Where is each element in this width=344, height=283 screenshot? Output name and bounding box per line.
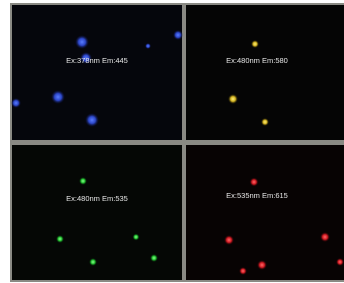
cell <box>150 254 158 262</box>
cell <box>251 40 259 48</box>
panel-yellow: Ex:480nm Em:580 <box>186 5 344 140</box>
cell <box>56 235 64 243</box>
cell <box>11 98 21 108</box>
cell <box>85 113 99 127</box>
panel-green: Ex:480nm Em:535 <box>12 145 182 280</box>
cell <box>228 94 238 104</box>
panel-label: Ex:378nm Em:445 <box>66 56 128 65</box>
panel-label: Ex:480nm Em:535 <box>66 194 128 203</box>
cell <box>257 260 267 270</box>
cell <box>261 118 269 126</box>
panel-blue: Ex:378nm Em:445 <box>11 5 183 140</box>
figure: Ex:378nm Em:445 Ex:480nm Em:580 Ex:480nm… <box>0 0 344 283</box>
cell <box>145 43 151 49</box>
panel-bg <box>186 145 344 280</box>
cell <box>133 234 140 241</box>
panel-label: Ex:535nm Em:615 <box>226 191 288 200</box>
panel-label: Ex:480nm Em:580 <box>226 56 288 65</box>
cell <box>75 35 89 49</box>
cell <box>173 30 183 40</box>
cell <box>224 235 234 245</box>
cell <box>79 177 87 185</box>
cell <box>89 258 97 266</box>
cell <box>51 90 65 104</box>
cell <box>239 267 247 275</box>
panel-red: Ex:535nm Em:615 <box>186 145 344 280</box>
cell <box>336 258 344 266</box>
cell <box>250 178 259 187</box>
page: Ex:378nm Em:445 Ex:480nm Em:580 Ex:480nm… <box>0 0 344 283</box>
cell <box>320 232 330 242</box>
